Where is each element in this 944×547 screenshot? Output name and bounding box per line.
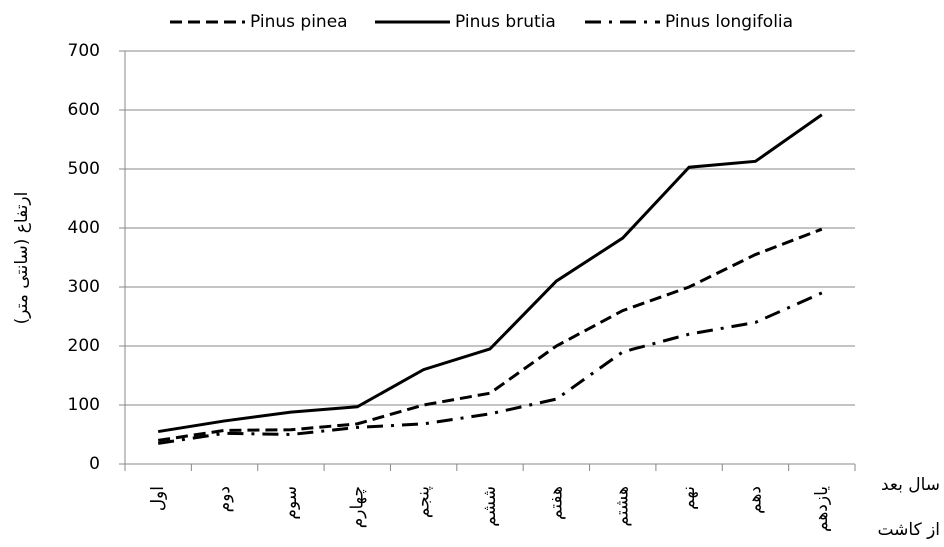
- y-tick-label: 200: [68, 336, 100, 356]
- y-tick-label: 100: [68, 395, 100, 415]
- x-tick-label: هشتم: [613, 486, 633, 527]
- x-tick-label: هفتم: [546, 486, 566, 520]
- legend-label: Pinus brutia: [455, 12, 556, 32]
- y-axis-title: ارتفاع (سانتی متر): [12, 192, 32, 325]
- y-tick-label: 500: [68, 159, 100, 179]
- series-line: [157, 113, 823, 434]
- x-axis-title: سال بعد: [881, 475, 940, 495]
- x-tick-label: پنجم: [414, 486, 434, 518]
- x-axis-title: از کاشت: [877, 520, 940, 540]
- series-line: [157, 227, 823, 442]
- x-tick-label: چهارم: [347, 486, 367, 528]
- x-tick-label: دوم: [215, 486, 235, 512]
- y-tick-label: 400: [68, 218, 100, 238]
- series-line: [157, 291, 823, 445]
- x-tick-label: اول: [148, 486, 168, 511]
- y-tick-label: 600: [68, 100, 100, 120]
- x-tick-label: دهم: [745, 486, 765, 514]
- x-tick-label: ششم: [480, 486, 500, 527]
- y-tick-label: 300: [68, 277, 100, 297]
- legend-label: Pinus longifolia: [665, 12, 793, 32]
- y-tick-label: 700: [68, 41, 100, 61]
- x-tick-label: نهم: [679, 486, 699, 510]
- y-tick-label: 0: [89, 454, 100, 474]
- x-tick-label: یازدهم: [812, 486, 832, 532]
- x-tick-label: سوم: [281, 486, 301, 520]
- legend-label: Pinus pinea: [250, 12, 348, 32]
